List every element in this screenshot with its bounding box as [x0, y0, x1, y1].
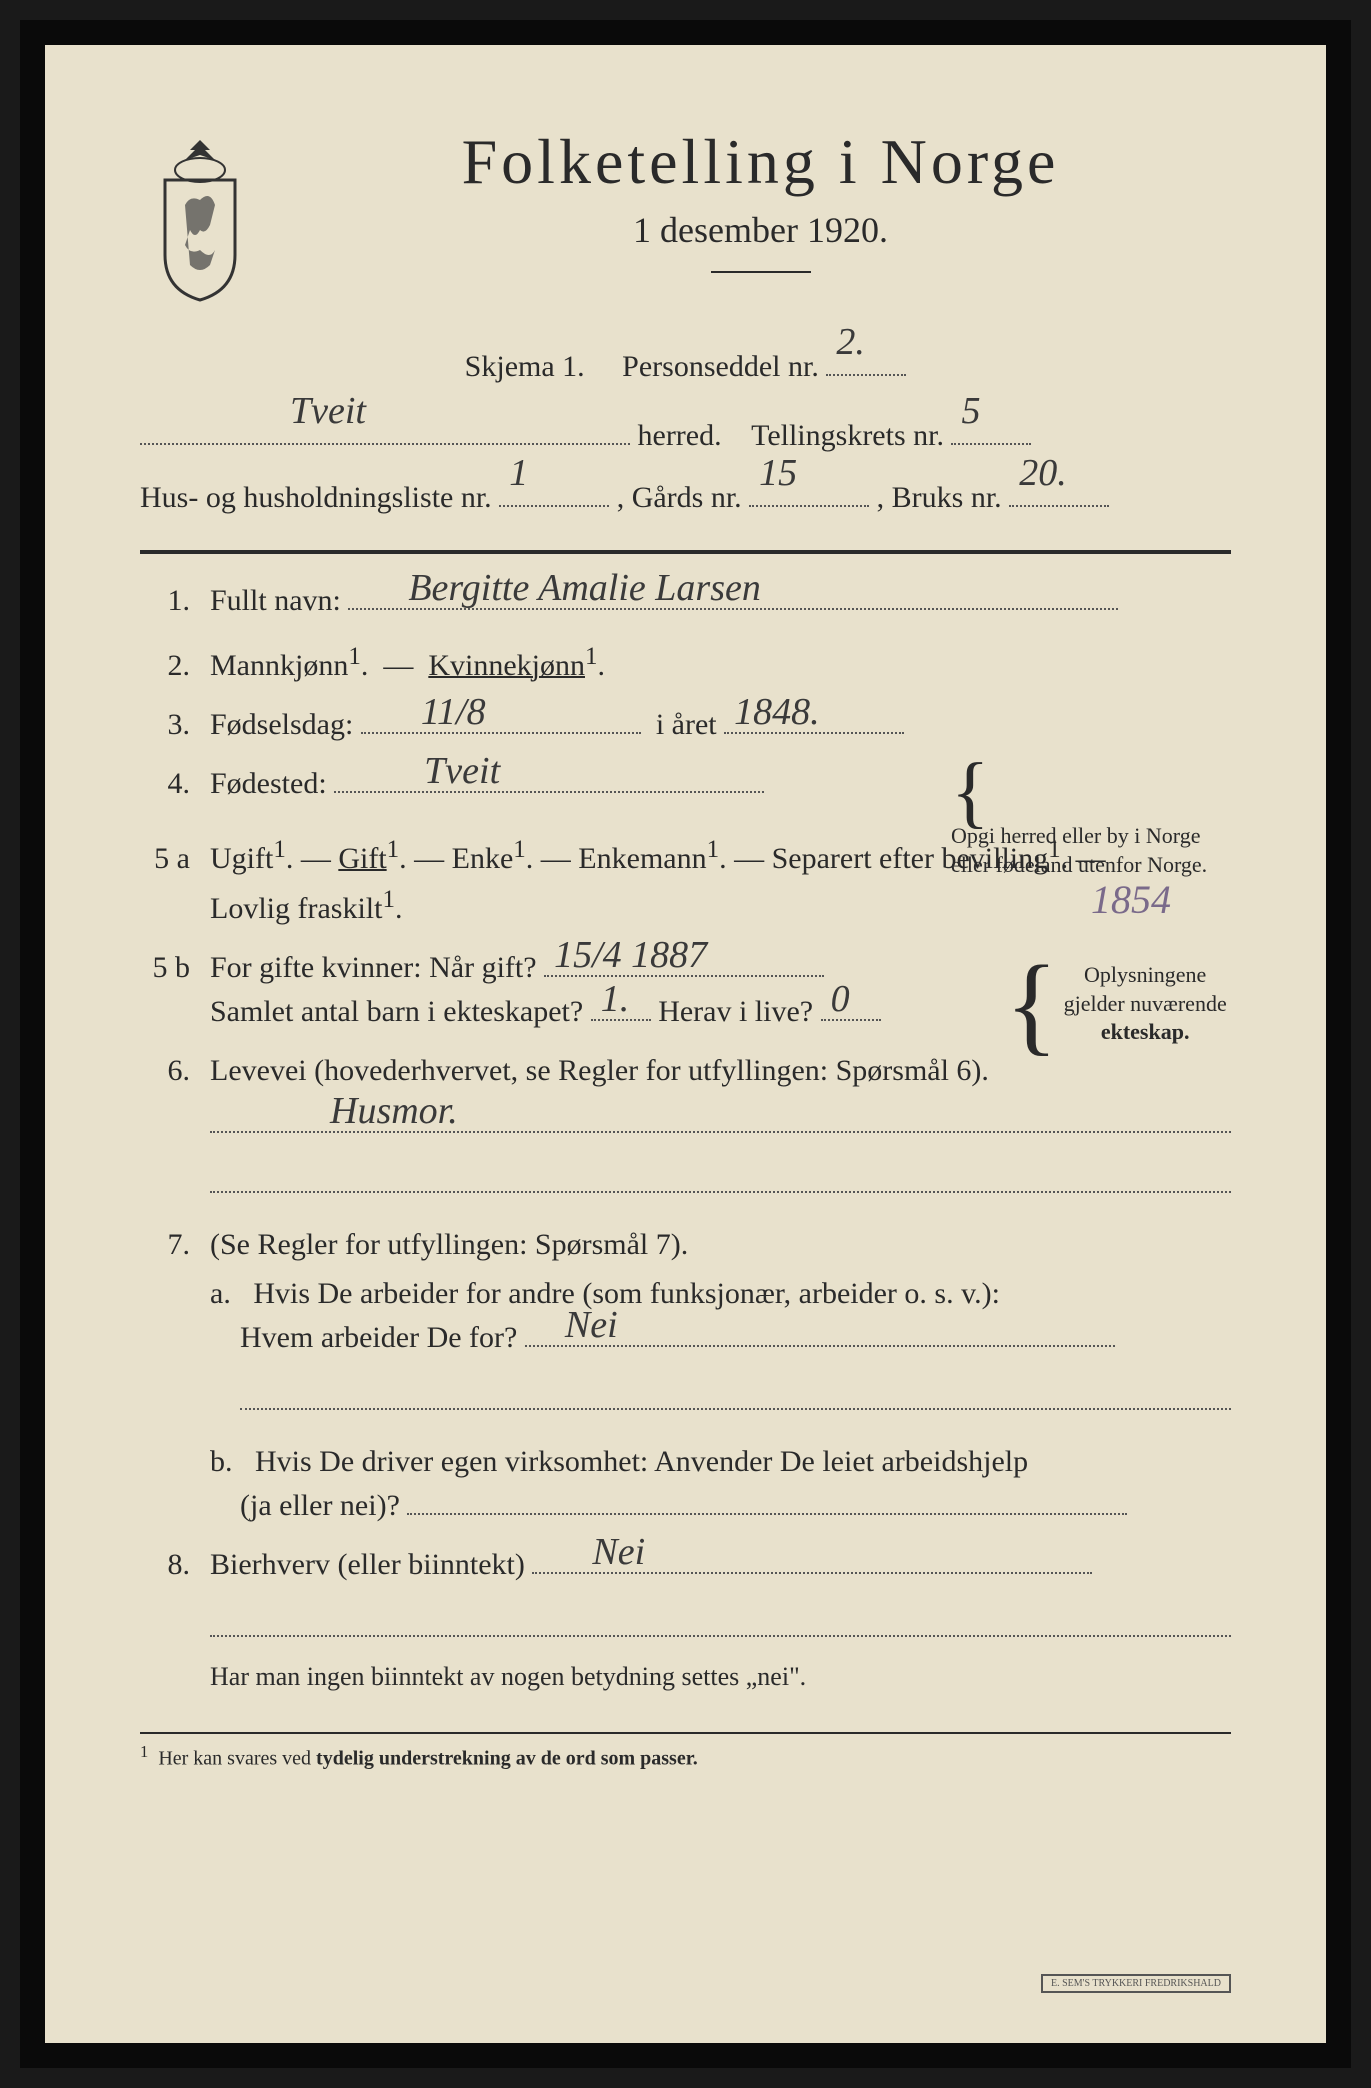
q4-value: Tveit	[424, 749, 500, 793]
personseddel-value: 2.	[836, 308, 865, 376]
bruks-label: , Bruks nr.	[877, 481, 1002, 514]
gards-value: 15	[759, 439, 797, 507]
q6-value: Husmor.	[330, 1089, 458, 1133]
q5a-gift: Gift	[338, 842, 386, 875]
q7b-label: b.	[210, 1445, 233, 1478]
q8-label: Bierhverv (eller biinntekt)	[210, 1548, 525, 1581]
q5a-row2: Lovlig fraskilt1. 1854	[140, 886, 1231, 926]
form-date: 1 desember 1920.	[290, 209, 1231, 251]
q5b-value2: 1.	[601, 977, 630, 1021]
herred-label: herred.	[638, 419, 722, 452]
form-content: Folketelling i Norge 1 desember 1920. Sk…	[140, 125, 1231, 1993]
q6-line2	[140, 1153, 1231, 1193]
herred-value: Tveit	[290, 377, 366, 445]
q8-num: 8.	[140, 1548, 190, 1582]
q5b-value1: 15/4 1887	[554, 933, 707, 977]
q5b-value3: 0	[831, 977, 850, 1021]
q5b-row2: Samlet antal barn i ekteskapet? 1. Herav…	[140, 995, 1231, 1029]
q3-day: 11/8	[421, 690, 486, 734]
q7b-row1: b. Hvis De driver egen virksomhet: Anven…	[140, 1445, 1231, 1479]
q7a-text1: Hvis De arbeider for andre (som funksjon…	[253, 1277, 1000, 1310]
q5b-num: 5 b	[140, 951, 190, 985]
q8-value: Nei	[592, 1530, 645, 1574]
husliste-value: 1	[509, 439, 528, 507]
q5b-label3: Herav i live?	[658, 995, 813, 1028]
q7a-row2: Hvem arbeider De for? Nei	[140, 1321, 1231, 1355]
q6-num: 6.	[140, 1054, 190, 1088]
husliste-row: Hus- og husholdningsliste nr. 1 , Gårds …	[140, 471, 1231, 525]
q8-note: Har man ingen biinntekt av nogen betydni…	[140, 1662, 1231, 1692]
q4-label: Fødested:	[210, 767, 327, 800]
q7a-label: a.	[210, 1277, 231, 1310]
annotation-1854: 1854	[1091, 876, 1171, 923]
q5b-row1: 5 b For gifte kvinner: Når gift? 15/4 18…	[140, 951, 1231, 985]
title-block: Folketelling i Norge 1 desember 1920.	[290, 125, 1231, 298]
q3-year: 1848.	[734, 690, 820, 734]
q5b-label1: For gifte kvinner: Når gift?	[210, 951, 537, 984]
q7b-text2: (ja eller nei)?	[240, 1489, 400, 1522]
norway-crest-icon	[140, 135, 260, 310]
q7b-row2: (ja eller nei)?	[140, 1489, 1231, 1523]
section-divider	[140, 550, 1231, 554]
q1-value: Bergitte Amalie Larsen	[408, 566, 761, 610]
q3-mid: i året	[656, 708, 717, 741]
q1-row: 1. Fullt navn: Bergitte Amalie Larsen	[140, 584, 1231, 618]
q7a-text2: Hvem arbeider De for?	[240, 1321, 517, 1354]
q6-line1: Husmor.	[140, 1093, 1231, 1133]
q7-label: (Se Regler for utfyllingen: Spørsmål 7).	[210, 1228, 688, 1261]
herred-row: Tveit herred. Tellingskrets nr. 5	[140, 409, 1231, 463]
printer-stamp: E. SEM'S TRYKKERI FREDRIKSHALD	[1041, 1974, 1231, 1993]
q2-row: 2. Mannkjønn1. — Kvinnekjønn1.	[140, 643, 1231, 683]
q4-row: 4. Fødested: Tveit { Opgi herred eller b…	[140, 767, 1231, 801]
form-title: Folketelling i Norge	[290, 125, 1231, 199]
q5a-row: 5 a Ugift1. — Gift1. — Enke1. — Enkemann…	[140, 836, 1231, 876]
q6-label: Levevei (hovederhvervet, se Regler for u…	[210, 1054, 989, 1087]
q5b-label2: Samlet antal barn i ekteskapet?	[210, 995, 583, 1028]
q3-num: 3.	[140, 708, 190, 742]
q8-line2	[140, 1597, 1231, 1637]
q7-num: 7.	[140, 1228, 190, 1262]
q7a-row1: a. Hvis De arbeider for andre (som funks…	[140, 1277, 1231, 1311]
q8-row: 8. Bierhverv (eller biinntekt) Nei	[140, 1548, 1231, 1582]
skjema-label: Skjema 1.	[465, 350, 585, 383]
q7a-line2	[140, 1370, 1231, 1410]
census-form-page: Folketelling i Norge 1 desember 1920. Sk…	[20, 20, 1351, 2068]
q3-row: 3. Fødselsdag: 11/8 i året 1848.	[140, 708, 1231, 742]
q1-num: 1.	[140, 584, 190, 618]
form-header: Folketelling i Norge 1 desember 1920.	[140, 125, 1231, 310]
husliste-label: Hus- og husholdningsliste nr.	[140, 481, 492, 514]
q7-row: 7. (Se Regler for utfyllingen: Spørsmål …	[140, 1228, 1231, 1262]
q6-row: 6. Levevei (hovederhvervet, se Regler fo…	[140, 1054, 1231, 1088]
q3-label: Fødselsdag:	[210, 708, 353, 741]
q2-num: 2.	[140, 649, 190, 683]
q7b-text1: Hvis De driver egen virksomhet: Anvender…	[255, 1445, 1028, 1478]
footnote-section: 1 Her kan svares ved tydelig understrekn…	[140, 1732, 1231, 1771]
tellingskrets-value: 5	[961, 377, 980, 445]
title-divider	[711, 271, 811, 273]
personseddel-label: Personseddel nr.	[622, 350, 819, 383]
q2-mann: Mannkjønn	[210, 649, 348, 682]
q2-kvinne: Kvinnekjønn	[428, 649, 585, 682]
bruks-value: 20.	[1019, 439, 1067, 507]
gards-label: , Gårds nr.	[617, 481, 742, 514]
q4-num: 4.	[140, 767, 190, 801]
q5a-num: 5 a	[140, 842, 190, 876]
q7a-value: Nei	[565, 1303, 618, 1347]
footnote-text: 1 Her kan svares ved tydelig understrekn…	[140, 1742, 1231, 1771]
q1-label: Fullt navn:	[210, 584, 341, 617]
